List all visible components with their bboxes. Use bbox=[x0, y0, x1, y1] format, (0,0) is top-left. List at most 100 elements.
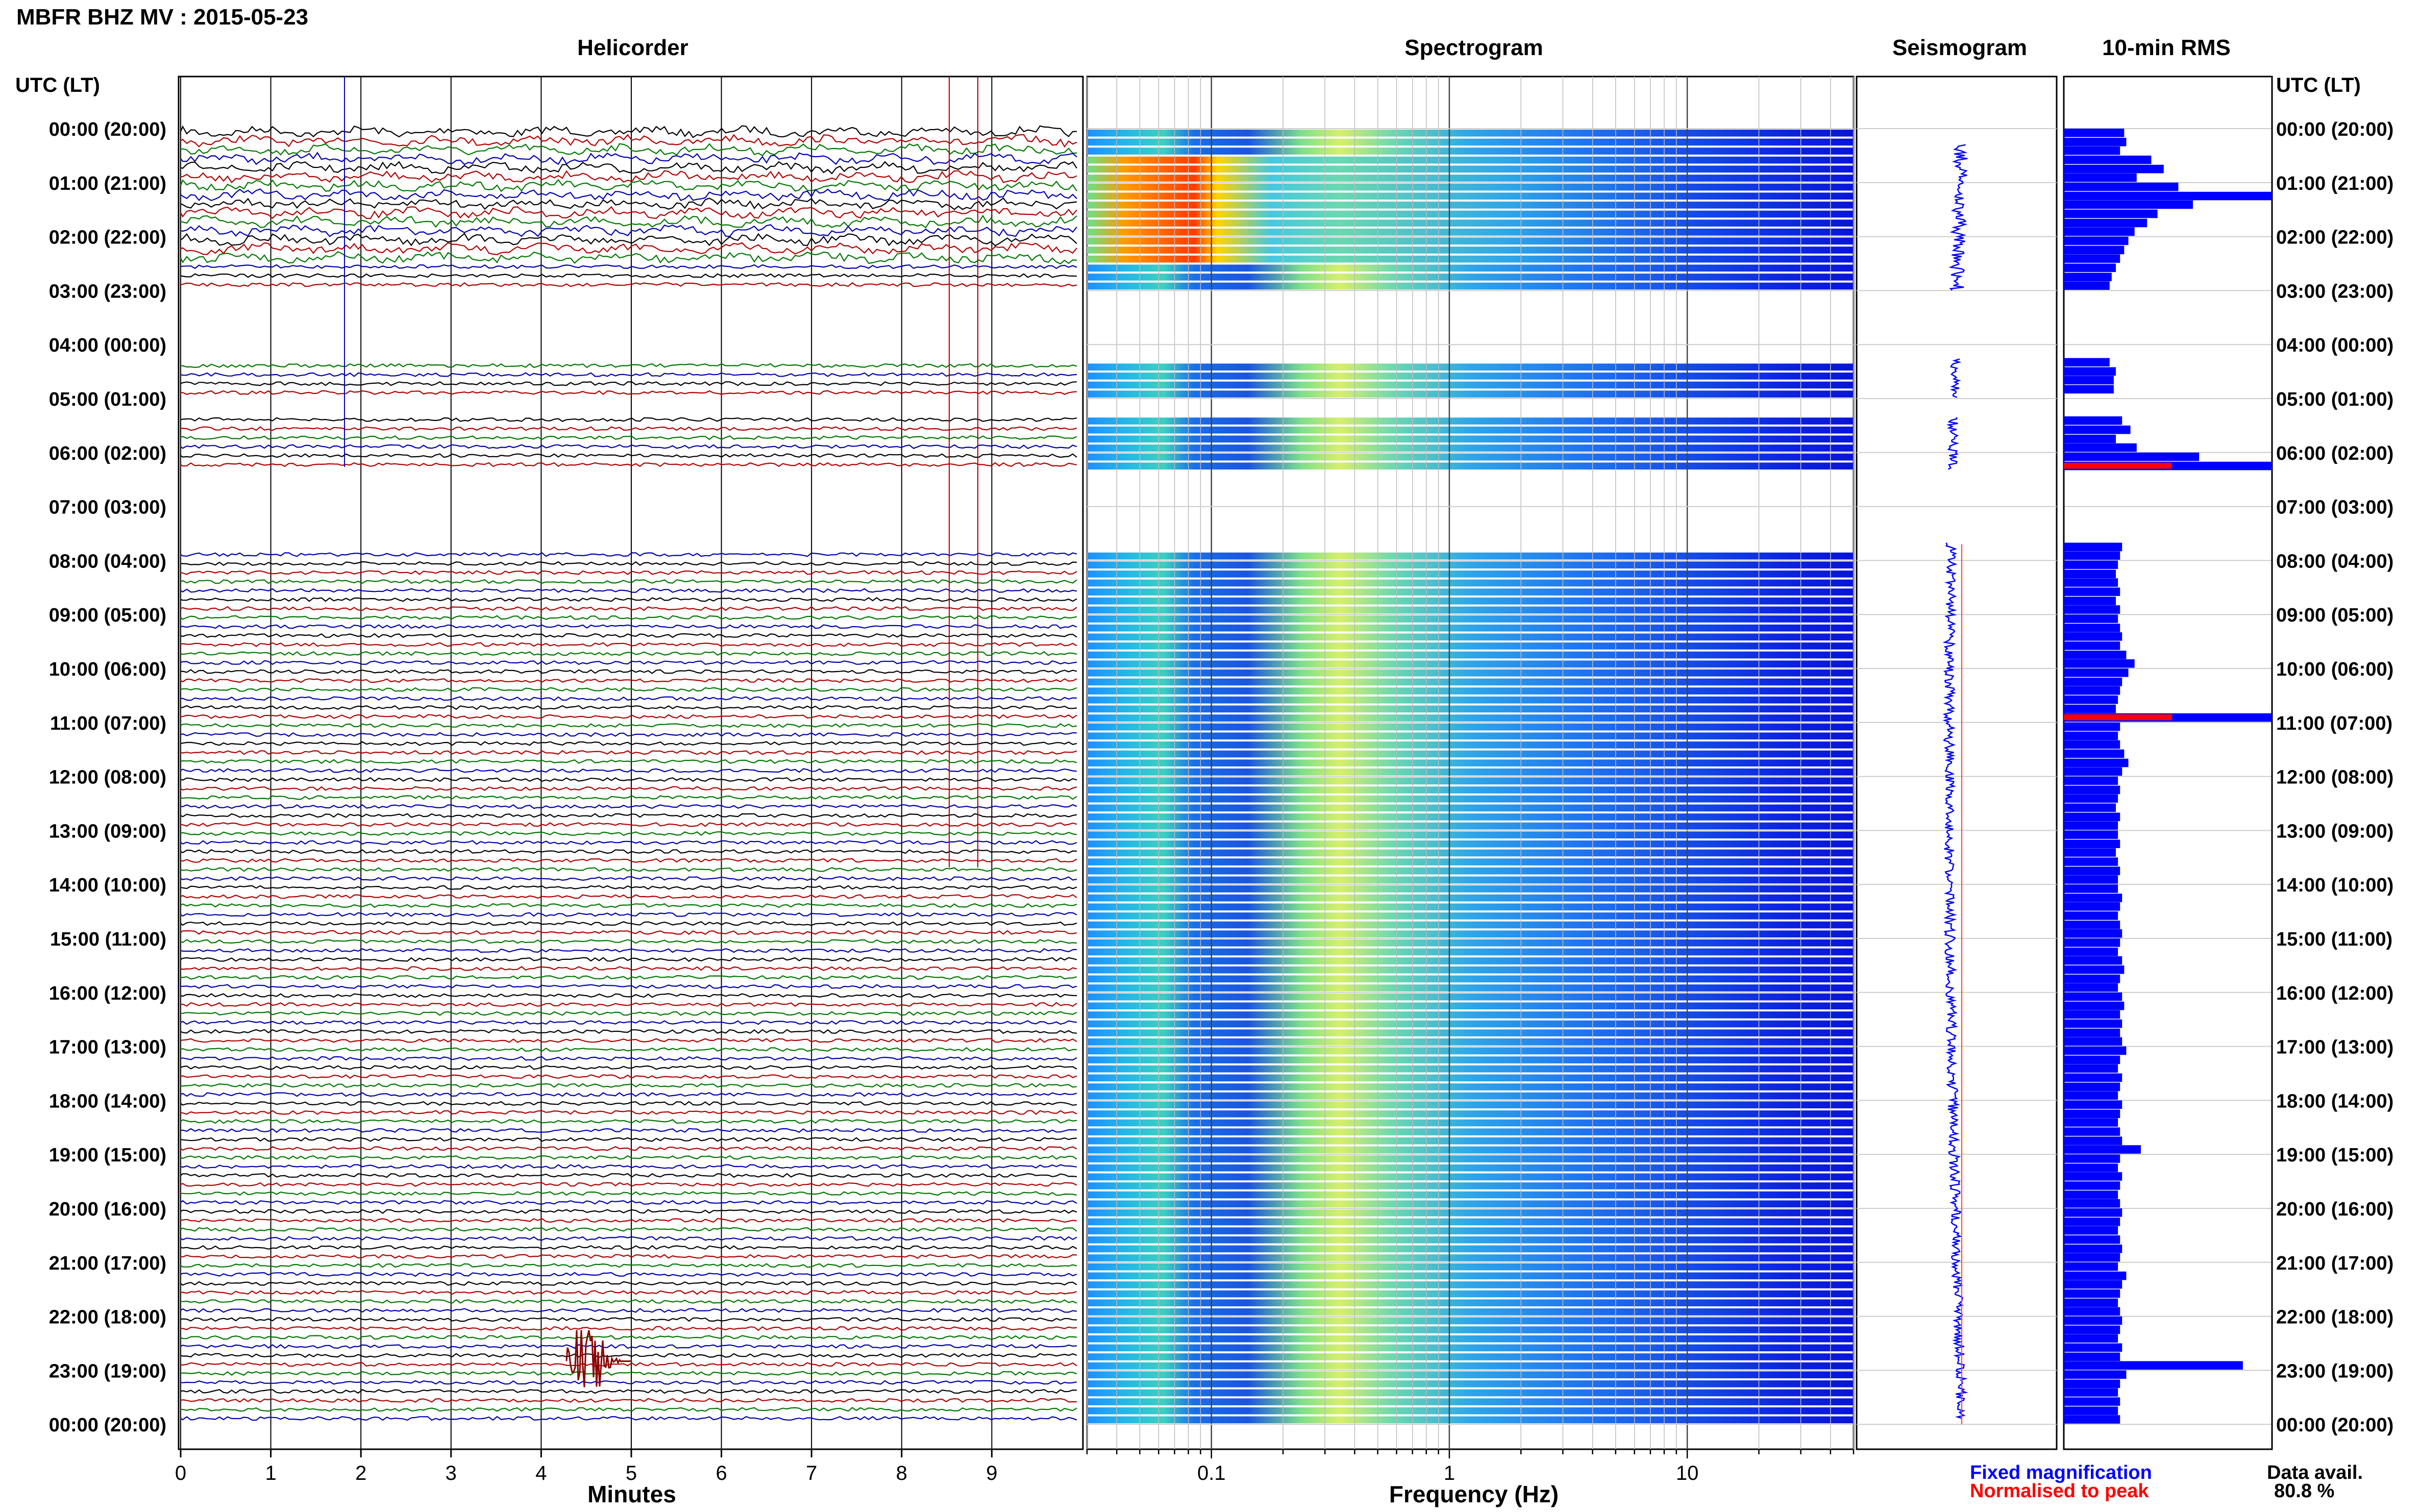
rms-bar bbox=[2064, 1361, 2243, 1370]
spectrogram-row bbox=[1087, 381, 1854, 389]
rms-bar bbox=[2064, 191, 2272, 201]
rms-bar bbox=[2064, 965, 2125, 974]
spectrogram-row bbox=[1087, 390, 1854, 398]
spectrogram-row bbox=[1087, 264, 1854, 272]
rms-bar bbox=[2064, 1100, 2122, 1109]
spectrogram-row bbox=[1087, 741, 1854, 749]
rms-bar bbox=[2064, 974, 2120, 983]
helicorder-trace bbox=[180, 1011, 1077, 1016]
rms-bar bbox=[2064, 1379, 2120, 1388]
spectrogram-row bbox=[1087, 894, 1854, 902]
spectrogram-row bbox=[1087, 615, 1854, 623]
helicorder-trace bbox=[181, 975, 1077, 980]
spectrogram-row bbox=[1087, 588, 1854, 596]
spectrogram-row bbox=[1087, 1245, 1854, 1253]
spectrogram-row bbox=[1087, 274, 1854, 281]
helicorder-trace bbox=[180, 152, 1077, 165]
helicorder-trace bbox=[180, 597, 1077, 602]
rms-bar bbox=[2064, 358, 2110, 367]
helicorder-trace bbox=[180, 264, 1077, 269]
spectrogram-row bbox=[1087, 624, 1854, 632]
rms-bar bbox=[2064, 1118, 2118, 1127]
helicorder-trace bbox=[180, 1371, 1077, 1376]
rms-bar bbox=[2064, 938, 2120, 947]
helicorder-trace bbox=[180, 984, 1077, 989]
rms-bar bbox=[2064, 1091, 2118, 1100]
time-tick-label: 00:00 (20:00) bbox=[2276, 119, 2393, 140]
helicorder-trace bbox=[180, 957, 1077, 962]
helicorder-trace bbox=[180, 390, 1077, 395]
spectrogram-row bbox=[1087, 1290, 1854, 1298]
helicorder-trace bbox=[180, 1056, 1077, 1061]
rms-bar bbox=[2064, 182, 2179, 191]
rms-bar bbox=[2064, 1235, 2120, 1244]
minute-tick-label: 8 bbox=[896, 1462, 907, 1484]
time-tick-label: 22:00 (18:00) bbox=[2276, 1307, 2393, 1328]
helicorder-trace bbox=[180, 1290, 1077, 1295]
spectrogram-row bbox=[1087, 426, 1854, 434]
spectrogram-row bbox=[1087, 966, 1854, 974]
rms-bar bbox=[2064, 1370, 2127, 1379]
helicorder-trace bbox=[180, 1065, 1077, 1070]
spectrogram-row bbox=[1087, 1353, 1854, 1360]
helicorder-trace bbox=[180, 741, 1077, 746]
time-tick-label: 04:00 (00:00) bbox=[2276, 335, 2393, 356]
spectrogram-row bbox=[1087, 1362, 1854, 1370]
helicorder-trace bbox=[180, 633, 1077, 638]
rms-bar bbox=[2064, 641, 2120, 650]
rms-bar bbox=[2064, 1037, 2122, 1046]
rms-bar bbox=[2064, 605, 2120, 614]
rms-bar bbox=[2064, 578, 2118, 587]
time-tick-label: 10:00 (06:00) bbox=[2276, 659, 2393, 680]
helicorder-trace bbox=[180, 1272, 1077, 1277]
minute-tick-label: 7 bbox=[806, 1462, 817, 1484]
time-tick-label: 21:00 (17:00) bbox=[49, 1253, 166, 1274]
spectrogram-row bbox=[1087, 993, 1854, 1001]
helicorder-trace bbox=[180, 1200, 1077, 1205]
helicorder-trace bbox=[180, 1281, 1077, 1286]
spectrogram-row bbox=[1087, 1146, 1854, 1154]
rms-bar bbox=[2064, 200, 2193, 209]
helicorder-trace bbox=[181, 714, 1077, 719]
helicorder-event-burst bbox=[565, 1330, 632, 1387]
spectrogram-row bbox=[1087, 831, 1854, 839]
spectrogram-row bbox=[1087, 849, 1854, 857]
spectrogram-row bbox=[1087, 867, 1854, 875]
time-tick-label: 01:00 (21:00) bbox=[49, 173, 166, 194]
rms-bar bbox=[2064, 1064, 2118, 1073]
figure-title: MBFR BHZ MV : 2015-05-23 bbox=[16, 5, 308, 30]
helicorder-trace bbox=[180, 1173, 1077, 1178]
time-tick-label: 23:00 (19:00) bbox=[2276, 1360, 2393, 1382]
spectrogram-row bbox=[1087, 1191, 1854, 1199]
spectrogram-row bbox=[1087, 373, 1854, 380]
rms-bar bbox=[2064, 1127, 2120, 1136]
helicorder-trace bbox=[180, 1344, 1077, 1349]
rms-bar bbox=[2064, 884, 2118, 893]
helicorder-trace bbox=[180, 795, 1077, 800]
legend-normalised-to-peak: Normalised to peak bbox=[1970, 1480, 2149, 1502]
spectrogram-row bbox=[1087, 984, 1854, 992]
rms-bar bbox=[2064, 1082, 2120, 1092]
time-tick-label: 08:00 (04:00) bbox=[2276, 551, 2393, 572]
time-tick-label: 20:00 (16:00) bbox=[49, 1199, 166, 1220]
helicorder-trace bbox=[180, 840, 1077, 845]
spectrogram-row bbox=[1087, 1110, 1854, 1118]
rms-bar bbox=[2064, 695, 2118, 704]
time-tick-label: 14:00 (10:00) bbox=[2276, 875, 2393, 896]
helicorder-trace bbox=[180, 1110, 1077, 1115]
spectrogram-row bbox=[1087, 1182, 1854, 1189]
helicorder-trace bbox=[180, 453, 1077, 458]
rms-bar bbox=[2064, 1325, 2120, 1334]
helicorder-trace bbox=[180, 849, 1077, 854]
rms-bar bbox=[2064, 209, 2158, 218]
helicorder-trace bbox=[180, 696, 1077, 701]
helicorder-trace bbox=[180, 768, 1077, 773]
helicorder-trace bbox=[180, 1155, 1077, 1160]
rms-bar bbox=[2064, 1316, 2122, 1325]
frequency-tick-labels: 0.1 1 10 bbox=[1197, 1462, 1698, 1484]
spectrogram-row bbox=[1087, 255, 1854, 263]
helicorder-trace bbox=[180, 894, 1077, 899]
spectrogram-row bbox=[1087, 1371, 1854, 1379]
helicorder-trace bbox=[180, 1182, 1077, 1187]
helicorder-trace bbox=[180, 1308, 1077, 1313]
